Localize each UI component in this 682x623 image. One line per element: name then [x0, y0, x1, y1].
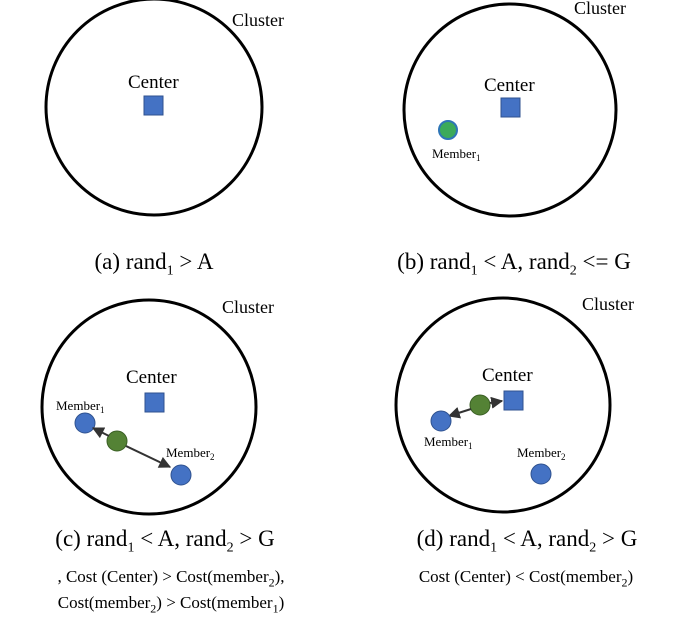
- cluster-label: Cluster: [574, 0, 626, 18]
- member1-circle-icon: [430, 410, 452, 432]
- arrow-to-member1: [447, 407, 472, 419]
- member1-label: Member1: [56, 398, 105, 415]
- arrow-to-member2: [125, 445, 172, 468]
- panel-b: Cluster Center Member1: [402, 0, 626, 218]
- condition-d-line1: Cost (Center) < Cost(member2): [418, 567, 634, 590]
- caption-b: (b) rand1 < A, rand2 <= G: [397, 249, 631, 279]
- center-label: Center: [484, 75, 535, 96]
- member1-label: Member1: [424, 434, 473, 451]
- member1-circle-icon: [74, 412, 96, 434]
- member1-label: Member1: [432, 146, 481, 163]
- center-label: Center: [128, 72, 179, 93]
- center-square-icon: [500, 97, 521, 118]
- condition-c-line1: , Cost (Center) > Cost(member2),: [57, 567, 285, 590]
- cluster-boundary: [402, 2, 618, 218]
- member2-label: Member2: [517, 445, 566, 462]
- member2-label: Member2: [166, 445, 215, 462]
- candidate-circle-icon: [106, 430, 128, 452]
- caption-c: (c) rand1 < A, rand2 > G: [55, 526, 275, 556]
- panel-c: Cluster Center Member1 Member2: [40, 297, 274, 516]
- arrow-to-center: [489, 396, 504, 409]
- panel-a: Cluster Center: [44, 0, 284, 217]
- panel-d: Cluster Center Member1 Member2: [394, 294, 634, 514]
- cluster-label: Cluster: [222, 297, 274, 317]
- center-label: Center: [126, 367, 177, 388]
- cluster-boundary: [394, 296, 612, 514]
- member2-circle-icon: [530, 463, 552, 485]
- center-label: Center: [482, 365, 533, 386]
- member2-circle-icon: [170, 464, 192, 486]
- candidate-circle-icon: [469, 394, 491, 416]
- caption-d: (d) rand1 < A, rand2 > G: [416, 526, 638, 556]
- condition-c-line2: Cost(member2) > Cost(member1): [57, 593, 285, 616]
- cluster-label: Cluster: [582, 294, 634, 314]
- cluster-boundary: [44, 0, 264, 217]
- center-square-icon: [143, 95, 164, 116]
- cluster-boundary: [40, 298, 258, 516]
- center-square-icon: [503, 390, 524, 411]
- member-candidate-icon: [438, 120, 458, 140]
- center-square-icon: [144, 392, 165, 413]
- caption-a: (a) rand1 > A: [94, 249, 214, 279]
- cluster-label: Cluster: [232, 10, 284, 30]
- arrow-to-member1: [91, 427, 110, 439]
